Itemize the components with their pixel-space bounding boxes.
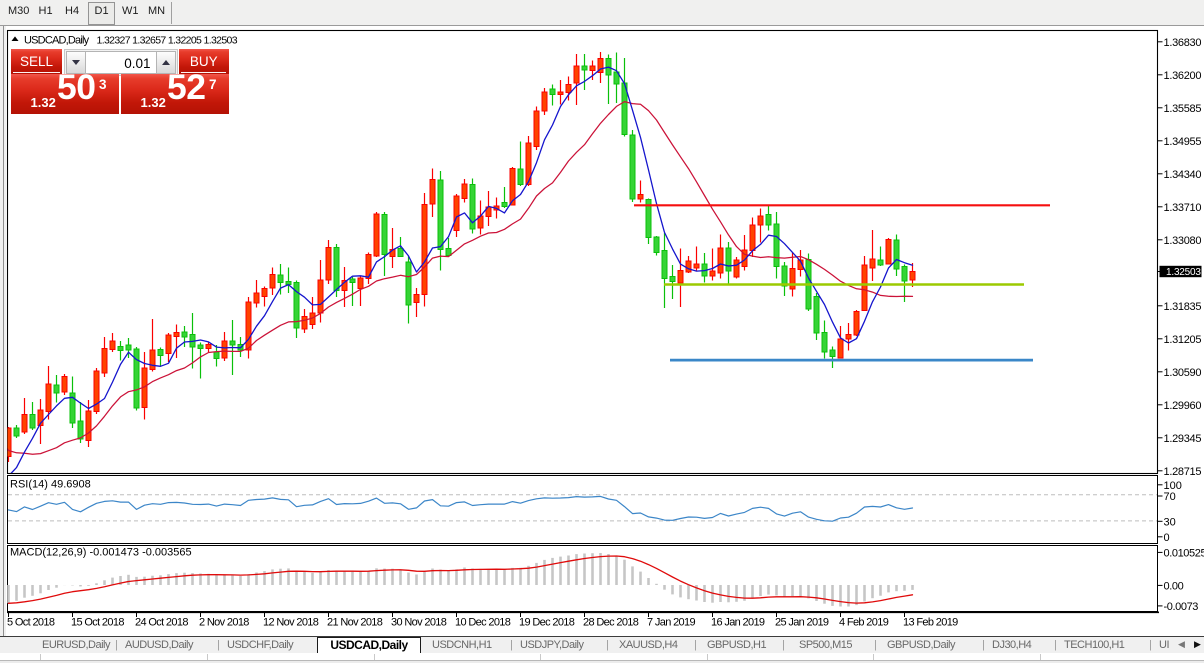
svg-text:15 Oct 2018: 15 Oct 2018 <box>71 617 124 629</box>
svg-text:1.36830: 1.36830 <box>1164 37 1202 49</box>
svg-text:4 Feb 2019: 4 Feb 2019 <box>839 617 889 629</box>
svg-text:0.00: 0.00 <box>1164 580 1184 592</box>
svg-text:1.31835: 1.31835 <box>1164 301 1202 313</box>
svg-text:1.29960: 1.29960 <box>1164 400 1202 412</box>
svg-text:10 Dec 2018: 10 Dec 2018 <box>455 617 511 629</box>
svg-text:USDCAD,Daily: USDCAD,Daily <box>24 35 90 47</box>
svg-text:16 Jan 2019: 16 Jan 2019 <box>711 617 765 629</box>
svg-text:RSI(14) 49.6908: RSI(14) 49.6908 <box>10 479 91 491</box>
svg-text:1.36200: 1.36200 <box>1164 70 1202 82</box>
svg-text:1.28715: 1.28715 <box>1164 466 1202 478</box>
svg-text:28 Dec 2018: 28 Dec 2018 <box>583 617 639 629</box>
svg-text:1.34340: 1.34340 <box>1164 169 1202 181</box>
svg-text:30: 30 <box>1164 516 1176 528</box>
svg-text:13 Feb 2019: 13 Feb 2019 <box>903 617 958 629</box>
svg-text:1.33710: 1.33710 <box>1164 202 1202 214</box>
svg-text:2 Nov 2018: 2 Nov 2018 <box>199 617 249 629</box>
svg-text:1.33080: 1.33080 <box>1164 235 1202 247</box>
svg-text:0: 0 <box>1164 532 1170 544</box>
svg-text:1.30590: 1.30590 <box>1164 367 1202 379</box>
svg-text:25 Jan 2019: 25 Jan 2019 <box>775 617 829 629</box>
svg-text:7 Jan 2019: 7 Jan 2019 <box>647 617 695 629</box>
svg-text:12 Nov 2018: 12 Nov 2018 <box>263 617 319 629</box>
svg-text:30 Nov 2018: 30 Nov 2018 <box>391 617 447 629</box>
svg-text:1.34955: 1.34955 <box>1164 136 1202 148</box>
svg-text:100: 100 <box>1164 480 1182 492</box>
svg-text:1.32503: 1.32503 <box>1166 267 1201 278</box>
svg-text:-0.0073: -0.0073 <box>1164 601 1199 613</box>
svg-text:MACD(12,26,9) -0.001473 -0.003: MACD(12,26,9) -0.001473 -0.003565 <box>10 547 192 559</box>
svg-text:1.35585: 1.35585 <box>1164 103 1202 115</box>
svg-text:5 Oct 2018: 5 Oct 2018 <box>7 617 55 629</box>
svg-text:24 Oct 2018: 24 Oct 2018 <box>135 617 188 629</box>
svg-text:1.32327 1.32657 1.32205 1.3250: 1.32327 1.32657 1.32205 1.32503 <box>97 35 238 47</box>
svg-text:0.010525: 0.010525 <box>1164 547 1204 559</box>
svg-text:70: 70 <box>1164 491 1176 503</box>
svg-text:19 Dec 2018: 19 Dec 2018 <box>519 617 575 629</box>
svg-text:1.29345: 1.29345 <box>1164 433 1202 445</box>
svg-text:1.31205: 1.31205 <box>1164 334 1202 346</box>
svg-text:21 Nov 2018: 21 Nov 2018 <box>327 617 383 629</box>
